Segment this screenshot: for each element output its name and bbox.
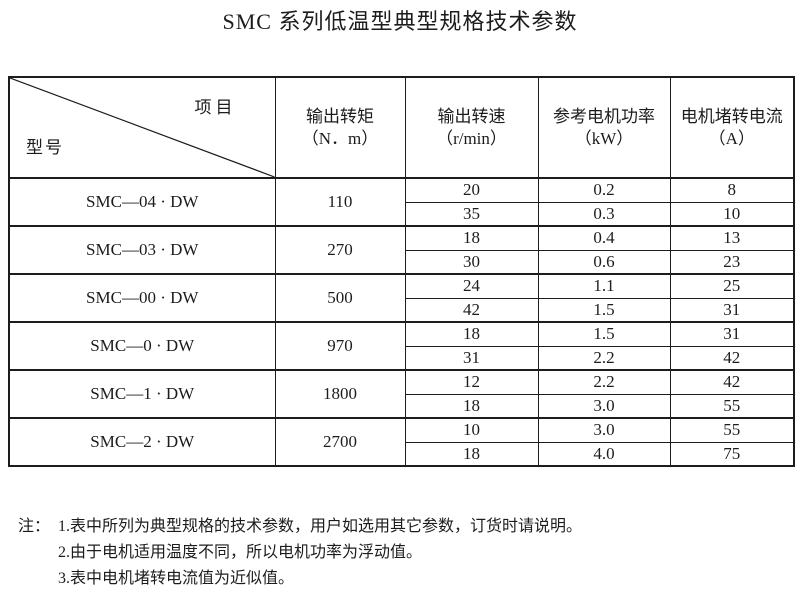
speed-cell: 24 bbox=[404, 273, 539, 299]
header-current-unit: （A） bbox=[708, 128, 755, 148]
table-header-row: 项目 型号 输出转矩 （N．m） 输出转速 （r/min） 参考电机功率 （kW… bbox=[8, 76, 795, 179]
diagonal-divider bbox=[10, 78, 275, 177]
table-subrow: 18 4.0 75 bbox=[9, 441, 795, 467]
note-item: 1.表中所列为典型规格的技术参数，用户如选用其它参数，订货时请说明。 bbox=[58, 518, 583, 535]
torque-cell: 1800 bbox=[274, 369, 406, 419]
table-row: SMC—03 · DW 270 18 0.4 13 bbox=[8, 225, 795, 275]
power-cell: 3.0 bbox=[537, 417, 671, 443]
power-cell: 4.0 bbox=[537, 441, 671, 467]
header-speed-label: 输出转速 bbox=[437, 106, 506, 126]
corner-cell: 项目 型号 bbox=[8, 76, 276, 179]
notes-items: 1.表中所列为典型规格的技术参数，用户如选用其它参数，订货时请说明。 2.由于电… bbox=[58, 514, 582, 592]
power-cell: 0.2 bbox=[537, 177, 671, 203]
table-subrow: 30 0.6 23 bbox=[9, 249, 795, 275]
speed-cell: 10 bbox=[404, 417, 539, 443]
current-cell: 10 bbox=[669, 201, 795, 227]
current-cell: 13 bbox=[669, 225, 795, 251]
power-cell: 2.2 bbox=[537, 345, 671, 371]
speed-cell: 18 bbox=[404, 225, 539, 251]
table-row: SMC—0 · DW 970 18 1.5 31 bbox=[8, 321, 795, 371]
torque-cell: 2700 bbox=[274, 417, 406, 467]
power-cell: 1.5 bbox=[537, 321, 671, 347]
note-item: 3.表中电机堵转电流值为近似值。 bbox=[58, 570, 295, 587]
model-cell: SMC—03 · DW bbox=[8, 225, 276, 275]
torque-cell: 970 bbox=[274, 321, 406, 371]
header-power: 参考电机功率 （kW） bbox=[537, 76, 671, 179]
corner-cell-wrap: 项目 型号 bbox=[10, 78, 275, 177]
speed-cell: 42 bbox=[404, 297, 539, 323]
current-cell: 42 bbox=[669, 345, 795, 371]
speed-cell: 18 bbox=[404, 321, 539, 347]
current-cell: 31 bbox=[669, 297, 795, 323]
table-row: SMC—00 · DW 500 24 1.1 25 bbox=[8, 273, 795, 323]
header-current: 电机堵转电流 （A） bbox=[669, 76, 795, 179]
current-cell: 31 bbox=[669, 321, 795, 347]
speed-cell: 12 bbox=[404, 369, 539, 395]
note-item: 2.由于电机适用温度不同，所以电机功率为浮动值。 bbox=[58, 544, 423, 561]
current-cell: 75 bbox=[669, 441, 795, 467]
torque-cell: 270 bbox=[274, 225, 406, 275]
speed-cell: 18 bbox=[404, 393, 539, 419]
speed-cell: 31 bbox=[404, 345, 539, 371]
model-cell: SMC—0 · DW bbox=[8, 321, 276, 371]
header-power-unit: （kW） bbox=[574, 128, 634, 148]
power-cell: 1.5 bbox=[537, 297, 671, 323]
header-torque-unit: （N．m） bbox=[301, 128, 379, 148]
torque-cell: 110 bbox=[274, 177, 406, 227]
corner-label-item: 项目 bbox=[194, 98, 237, 117]
power-cell: 2.2 bbox=[537, 369, 671, 395]
model-cell: SMC—04 · DW bbox=[8, 177, 276, 227]
power-cell: 0.4 bbox=[537, 225, 671, 251]
current-cell: 55 bbox=[669, 393, 795, 419]
table-subrow: 18 3.0 55 bbox=[9, 393, 795, 419]
table-row: SMC—2 · DW 2700 10 3.0 55 bbox=[8, 417, 795, 467]
header-power-label: 参考电机功率 bbox=[553, 106, 655, 126]
table-row: SMC—1 · DW 1800 12 2.2 42 bbox=[8, 369, 795, 419]
spec-table: 项目 型号 输出转矩 （N．m） 输出转速 （r/min） 参考电机功率 （kW… bbox=[8, 76, 795, 467]
speed-cell: 35 bbox=[404, 201, 539, 227]
power-cell: 3.0 bbox=[537, 393, 671, 419]
current-cell: 23 bbox=[669, 249, 795, 275]
header-speed-unit: （r/min） bbox=[436, 128, 507, 148]
power-cell: 1.1 bbox=[537, 273, 671, 299]
notes: 注： 1.表中所列为典型规格的技术参数，用户如选用其它参数，订货时请说明。 2.… bbox=[18, 514, 582, 592]
current-cell: 25 bbox=[669, 273, 795, 299]
header-torque: 输出转矩 （N．m） bbox=[274, 76, 406, 179]
speed-cell: 30 bbox=[404, 249, 539, 275]
power-cell: 0.3 bbox=[537, 201, 671, 227]
speed-cell: 20 bbox=[404, 177, 539, 203]
model-cell: SMC—00 · DW bbox=[8, 273, 276, 323]
speed-cell: 18 bbox=[404, 441, 539, 467]
current-cell: 8 bbox=[669, 177, 795, 203]
model-cell: SMC—1 · DW bbox=[8, 369, 276, 419]
header-torque-label: 输出转矩 bbox=[306, 106, 374, 126]
power-cell: 0.6 bbox=[537, 249, 671, 275]
page-title: SMC 系列低温型典型规格技术参数 bbox=[222, 9, 578, 34]
torque-cell: 500 bbox=[274, 273, 406, 323]
header-speed: 输出转速 （r/min） bbox=[404, 76, 539, 179]
table-row: SMC—04 · DW 110 20 0.2 8 bbox=[8, 177, 795, 227]
corner-label-model: 型号 bbox=[26, 138, 64, 157]
table-subrow: 31 2.2 42 bbox=[9, 345, 795, 371]
model-cell: SMC—2 · DW bbox=[8, 417, 276, 467]
current-cell: 55 bbox=[669, 417, 795, 443]
current-cell: 42 bbox=[669, 369, 795, 395]
header-current-label: 电机堵转电流 bbox=[680, 106, 783, 126]
notes-label: 注： bbox=[18, 518, 51, 535]
